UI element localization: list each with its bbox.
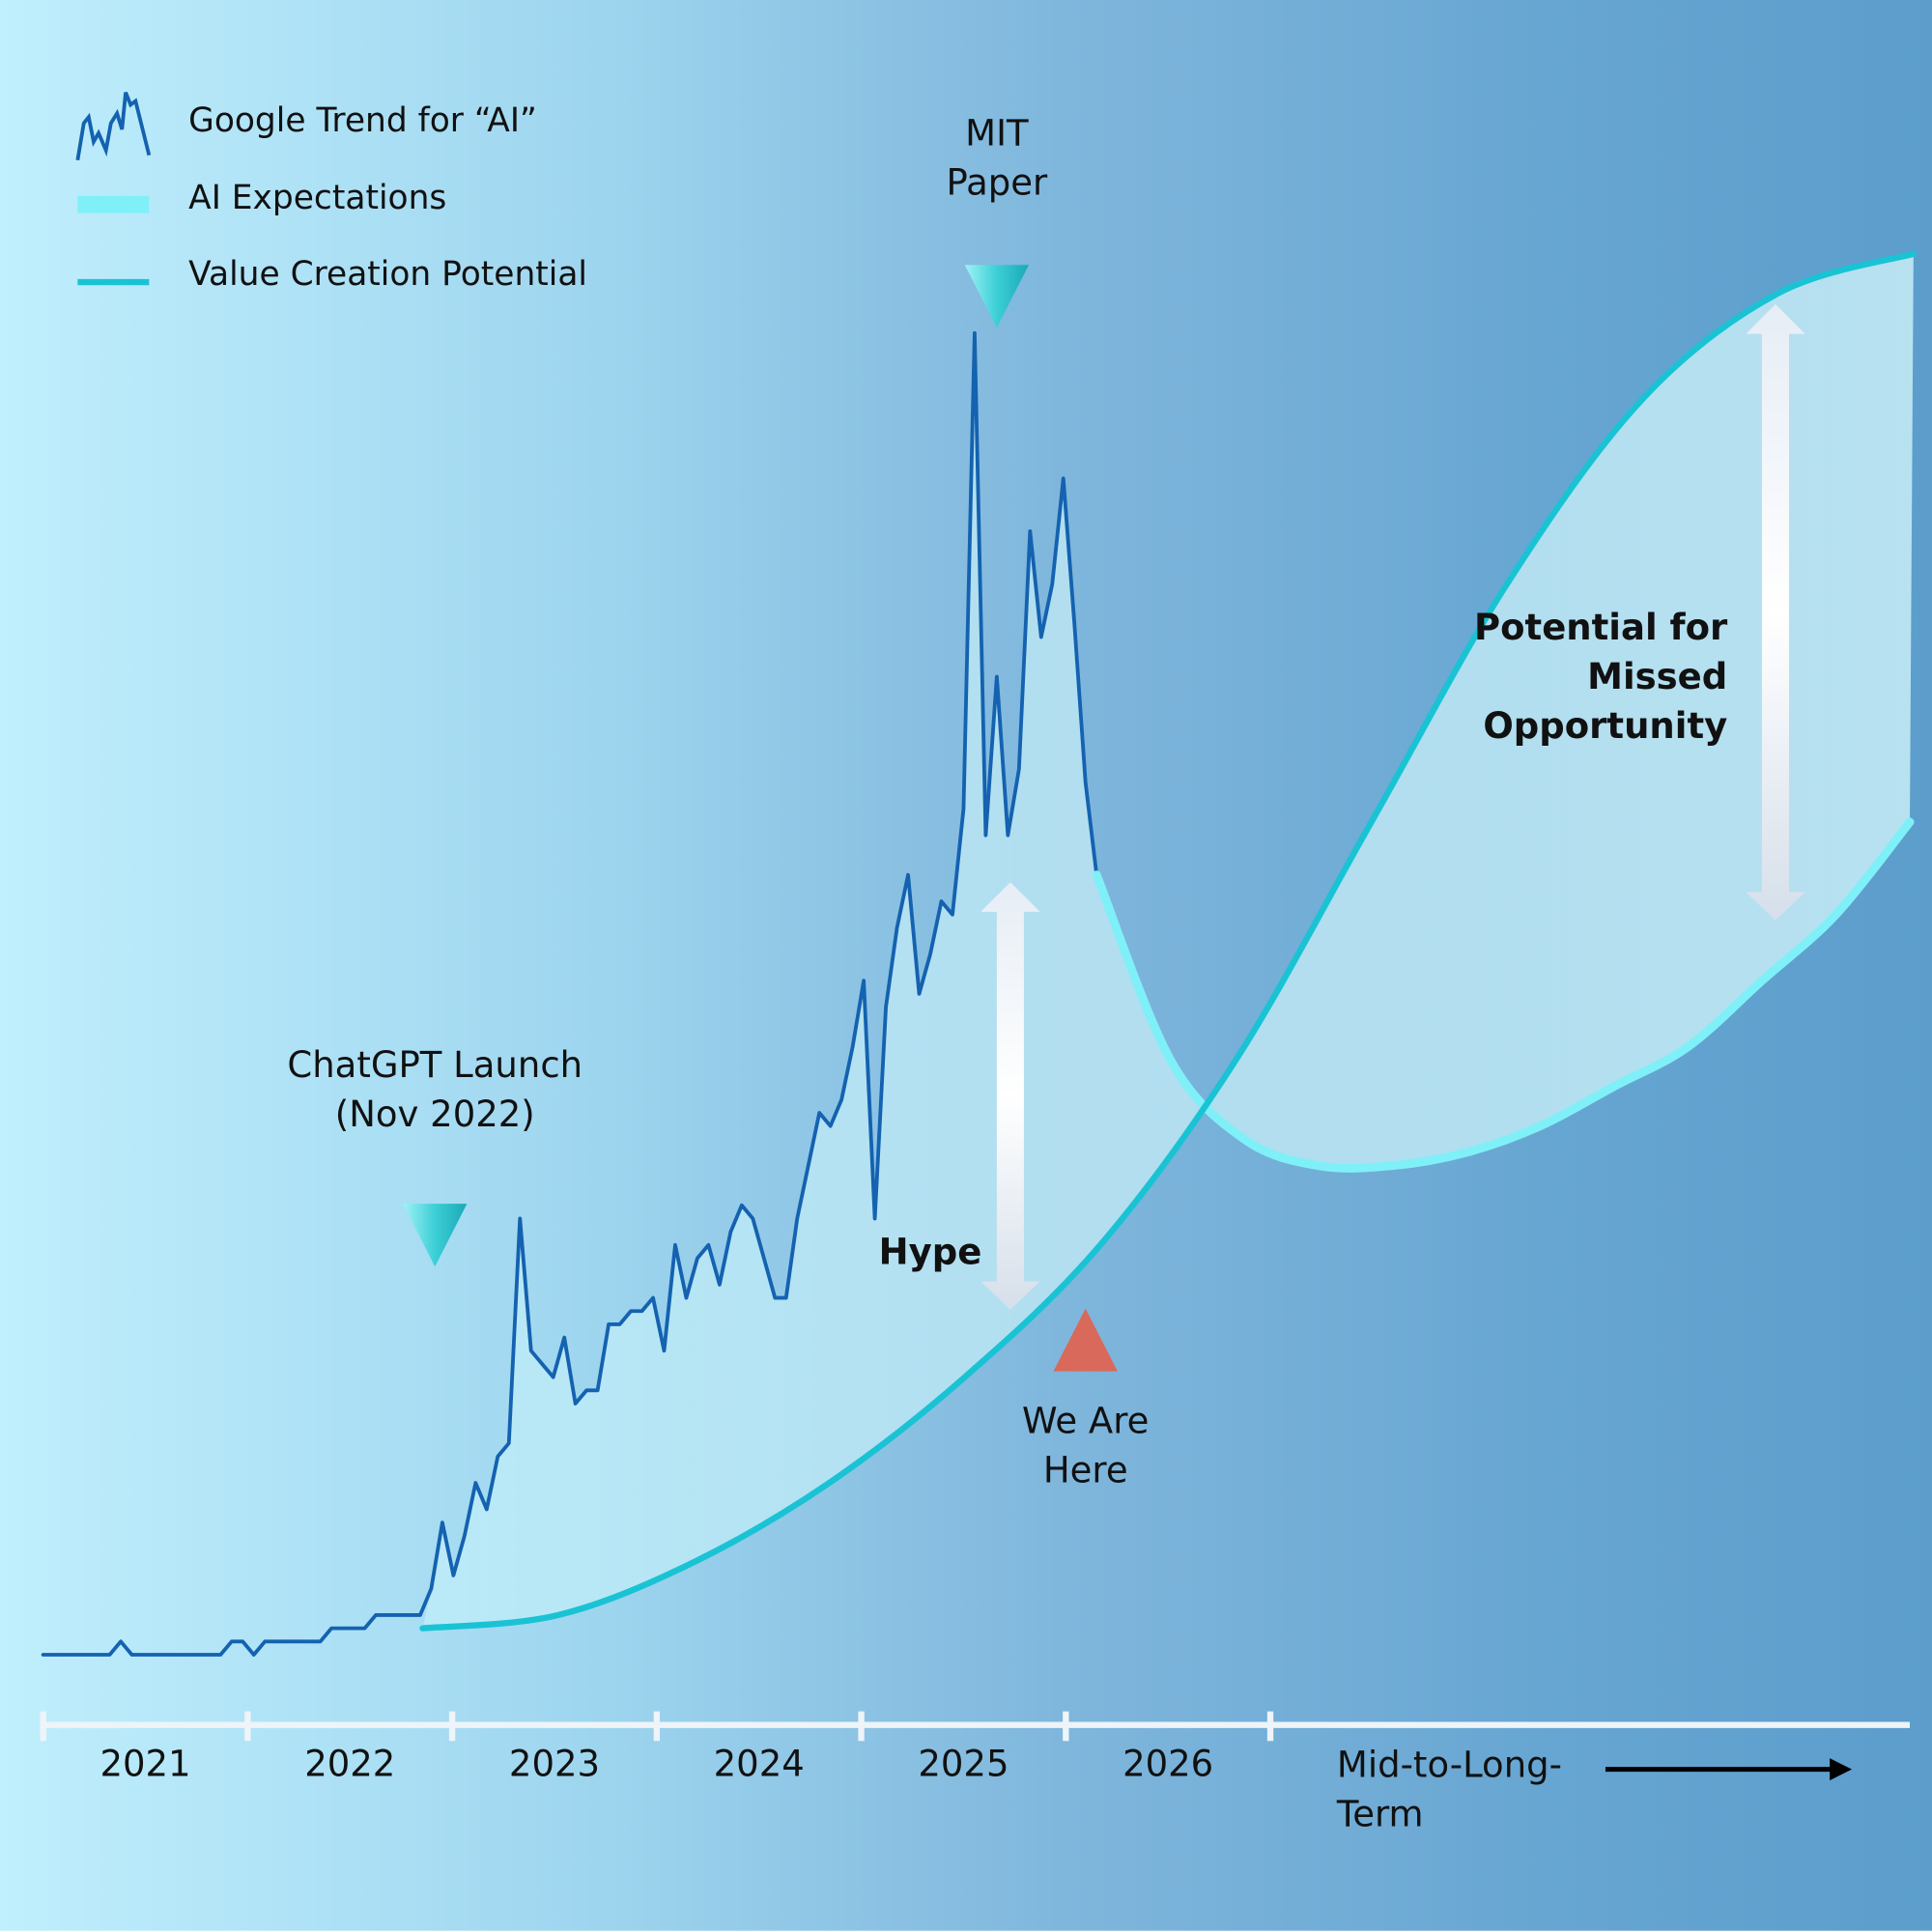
marker-chatgpt — [403, 1204, 468, 1267]
legend-label: Value Creation Potential — [188, 255, 587, 294]
time-arrow-head — [1830, 1758, 1853, 1781]
x-tick-label: Mid-to-Long-Term — [1336, 1743, 1562, 1835]
series-line — [419, 250, 1918, 1632]
legend-icon-trend — [75, 91, 152, 161]
annotation: Hype — [878, 1231, 982, 1273]
series-line — [41, 330, 1099, 1657]
arrow-hype — [980, 882, 1040, 1310]
annotation: Potential for Missed Opportunity — [1473, 606, 1728, 747]
x-tick-label: 2023 — [509, 1743, 600, 1784]
x-tick-label: 2026 — [1122, 1743, 1213, 1784]
marker-mit — [964, 265, 1030, 328]
annotation: MIT Paper — [946, 112, 1048, 204]
legend-label: Google Trend for “AI” — [188, 101, 537, 140]
x-tick-label: 2022 — [304, 1743, 395, 1784]
marker-here — [1053, 1308, 1118, 1372]
annotation: We Are Here — [1022, 1399, 1150, 1491]
legend-label: AI Expectations — [188, 179, 446, 217]
x-tick-label: 2021 — [99, 1743, 190, 1784]
annotation: ChatGPT Launch (Nov 2022) — [287, 1043, 583, 1135]
x-tick-label: 2024 — [714, 1743, 805, 1784]
gap-area — [422, 253, 1914, 1629]
arrow-missed — [1746, 304, 1805, 921]
x-tick-label: 2025 — [918, 1743, 1009, 1784]
